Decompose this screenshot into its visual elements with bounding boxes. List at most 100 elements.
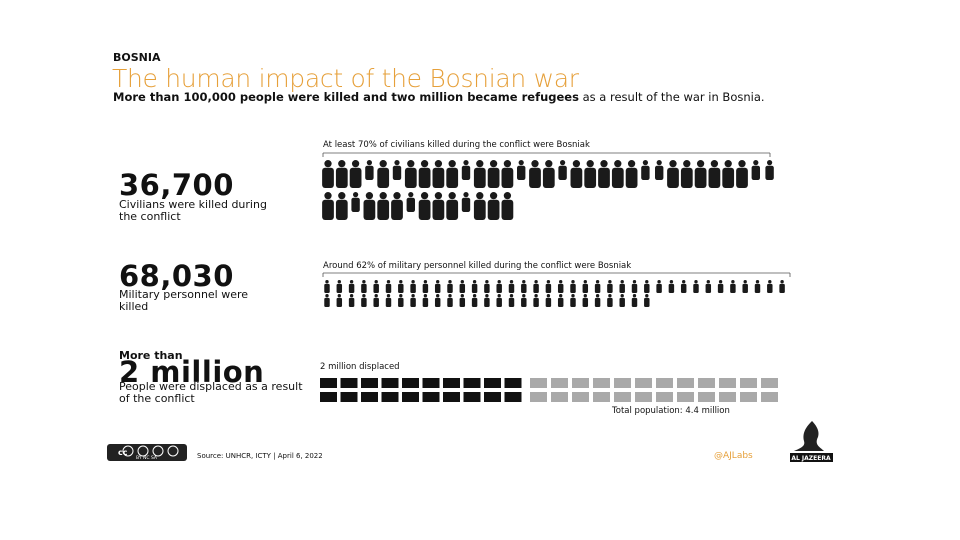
- person-body: [336, 297, 343, 307]
- square-population: [719, 392, 736, 402]
- person-body: [779, 283, 785, 293]
- person-head: [534, 280, 538, 284]
- person-body: [446, 199, 459, 220]
- person-head: [627, 160, 636, 168]
- person-head: [366, 160, 372, 166]
- person-body: [335, 199, 348, 220]
- person-body: [730, 283, 736, 293]
- person-head: [408, 192, 414, 198]
- displaced-number: 2 million: [119, 355, 265, 389]
- person-head: [738, 160, 746, 168]
- person-body: [363, 199, 376, 220]
- person-body: [736, 167, 748, 188]
- person-head: [583, 280, 587, 284]
- person-head: [365, 192, 374, 200]
- person-head: [338, 192, 346, 200]
- person-head: [394, 160, 400, 166]
- person-head: [545, 160, 553, 168]
- square-population: [677, 378, 694, 388]
- person-body: [717, 283, 724, 293]
- military-note: Around 62% of military personnel killed …: [323, 261, 632, 271]
- civilians-note: At least 70% of civilians killed during …: [323, 140, 590, 150]
- person-body: [545, 297, 552, 307]
- person-head: [614, 160, 622, 168]
- person-head: [448, 280, 452, 284]
- person-head: [632, 294, 637, 298]
- person-body: [336, 283, 343, 293]
- logo-mark: [794, 421, 824, 451]
- person-head: [743, 280, 747, 284]
- person-head: [669, 280, 674, 284]
- person-head: [325, 280, 329, 284]
- person-head: [503, 192, 512, 200]
- person-body: [708, 167, 721, 188]
- person-body: [473, 167, 486, 188]
- person-head: [509, 280, 514, 284]
- title: The human impact of the Bosnian war: [112, 64, 579, 93]
- person-body: [484, 283, 490, 293]
- person-head: [531, 160, 539, 168]
- person-head: [755, 280, 760, 284]
- displaced-prefix: More than: [119, 349, 183, 362]
- person-body: [625, 167, 638, 188]
- logo-bar: [790, 453, 833, 462]
- person-body: [754, 283, 761, 293]
- person-head: [731, 280, 735, 284]
- person-body: [521, 297, 527, 307]
- person-body: [680, 283, 687, 293]
- square-population: [614, 392, 631, 402]
- person-head: [572, 160, 581, 168]
- person-head: [518, 160, 524, 166]
- person-body: [705, 283, 712, 293]
- person-body: [496, 297, 502, 307]
- cc-icon: [167, 445, 179, 457]
- square-displaced: [340, 378, 358, 388]
- person-head: [724, 160, 732, 168]
- square-displaced: [320, 392, 337, 402]
- person-body: [667, 167, 679, 188]
- person-head: [645, 294, 649, 298]
- person-head: [583, 294, 587, 298]
- kicker: BOSNIA: [113, 51, 161, 64]
- person-head: [460, 294, 464, 298]
- square-displaced: [443, 392, 460, 402]
- square-population: [698, 392, 715, 402]
- person-head: [420, 160, 429, 168]
- square-displaced: [402, 378, 419, 388]
- person-head: [522, 294, 526, 298]
- square-displaced: [504, 378, 522, 388]
- person-body: [655, 165, 664, 180]
- person-body: [533, 283, 539, 293]
- square-displaced: [484, 392, 501, 402]
- person-body: [473, 199, 486, 220]
- square-population: [593, 378, 610, 388]
- square-population: [740, 378, 757, 388]
- person-body: [545, 283, 552, 293]
- person-head: [696, 160, 705, 168]
- person-body: [447, 297, 453, 307]
- person-body: [432, 199, 445, 220]
- person-body: [582, 283, 589, 293]
- square-displaced: [361, 378, 378, 388]
- person-head: [434, 160, 443, 168]
- person-head: [393, 192, 401, 200]
- person-head: [642, 160, 649, 166]
- person-head: [423, 294, 428, 298]
- person-head: [682, 280, 686, 284]
- person-head: [560, 160, 566, 166]
- person-body: [751, 165, 760, 180]
- person-head: [620, 294, 624, 298]
- person-body: [694, 167, 707, 188]
- person-body: [570, 283, 576, 293]
- person-body: [765, 165, 774, 180]
- person-head: [349, 294, 354, 298]
- person-body: [377, 167, 390, 188]
- person-head: [645, 280, 649, 284]
- person-body: [351, 197, 360, 212]
- person-body: [406, 197, 415, 212]
- square-population: [635, 392, 652, 402]
- person-head: [386, 280, 391, 284]
- person-body: [641, 165, 650, 180]
- person-body: [517, 165, 526, 180]
- civilians-description: Civilians were killed during the conflic…: [119, 198, 267, 223]
